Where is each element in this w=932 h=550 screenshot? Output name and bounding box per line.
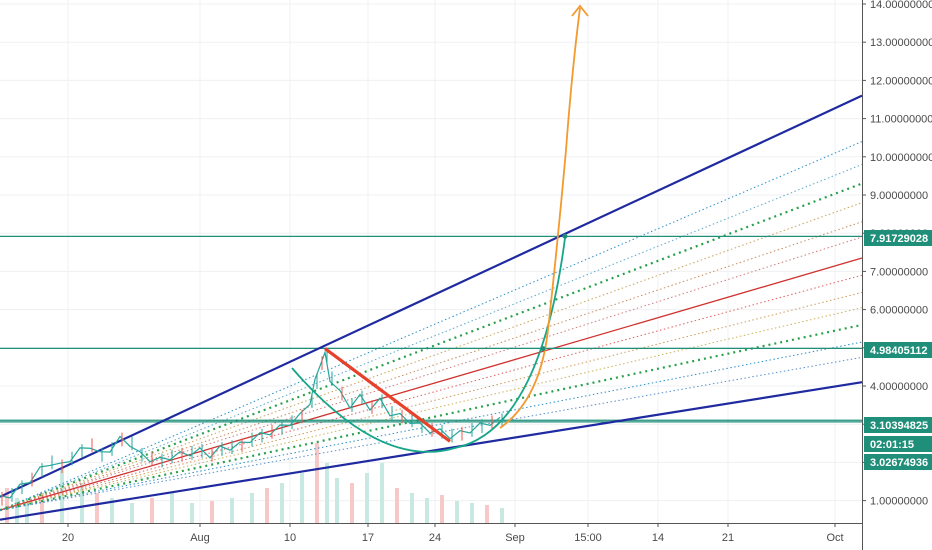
price-tag-label: 3.10394825 bbox=[870, 420, 928, 432]
volume-bar bbox=[230, 498, 234, 523]
x-axis: 20 Aug 10 17 24 Sep 15:00 14 21 Oct bbox=[62, 523, 844, 544]
volume-bar bbox=[350, 483, 354, 523]
volume-bar bbox=[500, 508, 504, 523]
x-tick-label: Sep bbox=[505, 532, 525, 544]
volume-bar bbox=[5, 488, 9, 523]
volume-bar bbox=[300, 473, 304, 523]
intersection-marker bbox=[540, 346, 546, 352]
price-tag bbox=[864, 417, 932, 433]
volume-bar bbox=[80, 483, 84, 523]
fan-line bbox=[0, 236, 863, 511]
fan-line bbox=[0, 257, 863, 511]
x-tick-label: 24 bbox=[429, 532, 441, 544]
price-tag-label: 7.91729028 bbox=[870, 233, 928, 245]
fan-lines bbox=[0, 141, 863, 512]
volume-bar bbox=[440, 495, 444, 523]
fan-line bbox=[0, 182, 863, 512]
arrow-head bbox=[571, 4, 589, 17]
volume-bars bbox=[5, 443, 504, 523]
price-tags: 7.91729028 4.98405112 3.10394825 02:01:15 3.… bbox=[864, 230, 932, 470]
y-tick-label: 11.00000000 bbox=[870, 114, 932, 126]
y-tick-label: 7.00000000 bbox=[870, 266, 928, 278]
fan-line bbox=[0, 221, 863, 511]
plot-area bbox=[0, 0, 862, 523]
y-tick-label: 4.00000000 bbox=[870, 381, 928, 393]
y-tick-label: 9.00000000 bbox=[870, 190, 928, 202]
y-tick-label: 14.00000000 bbox=[870, 0, 932, 11]
volume-bar bbox=[150, 498, 154, 523]
volume-bar bbox=[265, 488, 269, 523]
volume-bar bbox=[170, 493, 174, 523]
volume-bar bbox=[325, 463, 329, 523]
volume-bar bbox=[410, 493, 414, 523]
x-tick-label: 14 bbox=[652, 532, 664, 544]
x-tick-label: 10 bbox=[284, 532, 296, 544]
intersection-marker bbox=[562, 233, 568, 239]
y-tick-label: 13.00000000 bbox=[870, 37, 932, 49]
volume-bar bbox=[470, 503, 474, 523]
fan-line bbox=[0, 291, 863, 511]
x-tick-label: Oct bbox=[826, 532, 843, 544]
volume-bar bbox=[95, 493, 99, 523]
price-tag-label: 4.98405112 bbox=[870, 345, 928, 357]
y-tick-label: 10.00000000 bbox=[870, 152, 932, 164]
volume-bar bbox=[110, 498, 114, 523]
volume-bar bbox=[40, 493, 44, 523]
price-series bbox=[0, 348, 503, 506]
y-tick-label: 1.00000000 bbox=[870, 496, 928, 508]
volume-bar bbox=[485, 505, 489, 523]
fan-line bbox=[0, 202, 863, 511]
x-tick-label: 21 bbox=[722, 532, 734, 544]
price-tag bbox=[864, 436, 932, 452]
volume-bar bbox=[335, 478, 339, 523]
fan-line bbox=[0, 163, 863, 511]
horizontal-lines bbox=[0, 235, 862, 423]
fan-line bbox=[0, 141, 863, 511]
x-tick-label: 15:00 bbox=[574, 532, 602, 544]
price-tag bbox=[864, 342, 932, 358]
y-tick-label: 12.00000000 bbox=[870, 75, 932, 87]
channel-lower-line bbox=[0, 381, 863, 521]
red-trendline bbox=[324, 347, 451, 443]
volume-bar bbox=[60, 468, 64, 523]
channel-lines bbox=[0, 94, 863, 521]
cup-arc bbox=[291, 237, 566, 453]
price-tag bbox=[864, 230, 932, 246]
volume-bar bbox=[315, 443, 319, 523]
y-tick-label: 6.00000000 bbox=[870, 305, 928, 317]
fan-line bbox=[0, 274, 863, 511]
volume-bar bbox=[425, 498, 429, 523]
volume-bar bbox=[395, 488, 399, 523]
x-tick-label: 17 bbox=[362, 532, 374, 544]
volume-bar bbox=[15, 498, 19, 523]
price-line bbox=[0, 350, 501, 499]
volume-bar bbox=[380, 463, 384, 523]
volume-bar bbox=[250, 493, 254, 523]
price-tag bbox=[864, 454, 932, 470]
volume-bar bbox=[210, 501, 214, 523]
x-tick-label: Aug bbox=[190, 532, 210, 544]
volume-bar bbox=[130, 503, 134, 523]
grid bbox=[0, 0, 863, 550]
price-tag-label: 02:01:15 bbox=[870, 439, 914, 451]
projection-arrow bbox=[499, 7, 581, 429]
price-tag-label: 3.02674936 bbox=[870, 457, 928, 469]
volume-bar bbox=[190, 503, 194, 523]
volume-bar bbox=[280, 483, 284, 523]
volume-bar bbox=[365, 473, 369, 523]
volume-bar bbox=[455, 501, 459, 523]
annotations bbox=[291, 4, 589, 453]
channel-upper-line bbox=[0, 94, 863, 498]
volume-bar bbox=[25, 503, 29, 523]
x-tick-label: 20 bbox=[62, 532, 74, 544]
